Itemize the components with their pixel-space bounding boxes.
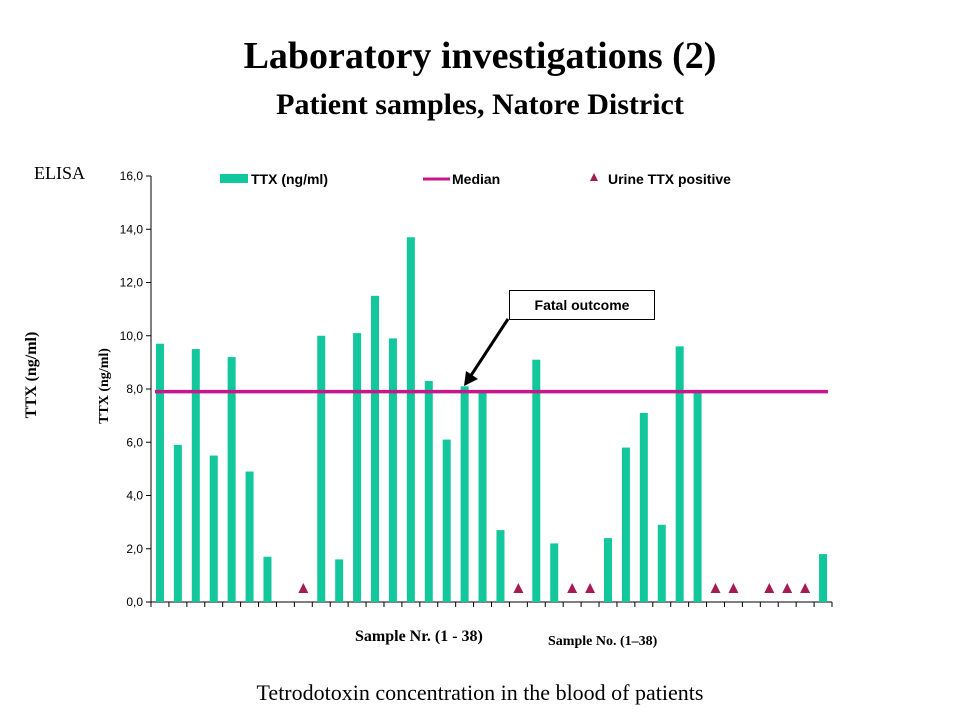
x-axis (150, 601, 833, 607)
bar-sample-14 (388, 338, 397, 602)
bar-sample-1 (155, 343, 164, 602)
page-title: Laboratory investigations (2) (243, 35, 717, 77)
bar-sample-20 (496, 530, 505, 602)
urine-marker-sample-25 (585, 583, 596, 593)
urine-marker-sample-37 (800, 583, 811, 593)
urine-marker-sample-33 (728, 583, 739, 593)
urine-marker-sample-35 (764, 583, 775, 593)
urine-marker-series (298, 583, 811, 593)
bar-sample-31 (693, 391, 702, 602)
fatal-outcome-callout: Fatal outcome (509, 290, 655, 320)
bar-sample-30 (675, 346, 684, 602)
bar-series (155, 237, 828, 603)
legend-label-median: Median (452, 171, 500, 187)
y-tick-label: 14,0 (120, 222, 144, 236)
bar-sample-2 (173, 444, 182, 602)
caption: Tetrodotoxin concentration in the blood … (256, 680, 704, 705)
bar-sample-12 (353, 333, 362, 602)
y-tick-label: 12,0 (120, 276, 144, 290)
y-axis-label-inner: TTX (ng/ml) (97, 348, 112, 424)
bar-sample-15 (406, 237, 415, 603)
bar-sample-13 (371, 295, 380, 602)
bar-sample-16 (424, 381, 433, 602)
urine-marker-sample-32 (710, 583, 721, 593)
bar-sample-29 (657, 524, 666, 602)
y-tick-label: 10,0 (120, 329, 144, 343)
urine-marker-sample-36 (782, 583, 793, 593)
elisa-label: ELISA (34, 163, 85, 183)
y-tick-label: 8,0 (126, 382, 143, 396)
bar-sample-28 (639, 412, 648, 602)
y-tick-label: 4,0 (126, 489, 143, 503)
x-axis-label-alt: Sample No. (1–38) (548, 634, 658, 649)
bar-sample-38 (819, 554, 828, 602)
urine-marker-sample-24 (567, 583, 578, 593)
bar-sample-26 (603, 538, 612, 602)
bar-sample-27 (621, 447, 630, 602)
y-tick-label: 6,0 (126, 435, 143, 449)
bar-sample-6 (245, 471, 254, 602)
urine-marker-sample-9 (298, 583, 309, 593)
bar-sample-19 (478, 391, 487, 602)
annotation (464, 318, 510, 386)
bar-sample-23 (550, 543, 559, 602)
bar-sample-11 (335, 559, 344, 602)
y-tick-label: 16,0 (120, 169, 144, 183)
y-axis-label-outer: TTX (ng/ml) (23, 331, 40, 419)
legend: TTX (ng/ml) Median Urine TTX positive (220, 171, 731, 187)
bar-sample-17 (442, 439, 451, 602)
legend-label-ttx: TTX (ng/ml) (251, 171, 328, 187)
bar-sample-5 (227, 357, 236, 602)
legend-swatch-urine (590, 173, 598, 181)
y-axis: 0,0 2,0 4,0 6,0 8,0 10,0 12,0 14,0 16,0 (120, 169, 152, 609)
x-axis-label: Sample Nr. (1 - 38) (355, 628, 483, 645)
legend-swatch-ttx (220, 174, 248, 183)
bar-sample-4 (209, 455, 218, 602)
bar-sample-3 (191, 349, 200, 602)
bar-sample-18 (460, 386, 469, 602)
urine-marker-sample-21 (513, 583, 524, 593)
y-tick-label: 2,0 (126, 542, 143, 556)
y-tick-label: 0,0 (126, 595, 143, 609)
annotation-arrow (468, 318, 510, 378)
annotation-arrowhead (464, 371, 478, 386)
page-subtitle: Patient samples, Natore District (276, 88, 684, 121)
bar-sample-22 (532, 359, 541, 602)
legend-label-urine: Urine TTX positive (608, 171, 731, 187)
bar-sample-7 (263, 556, 272, 602)
bar-sample-10 (317, 335, 326, 602)
